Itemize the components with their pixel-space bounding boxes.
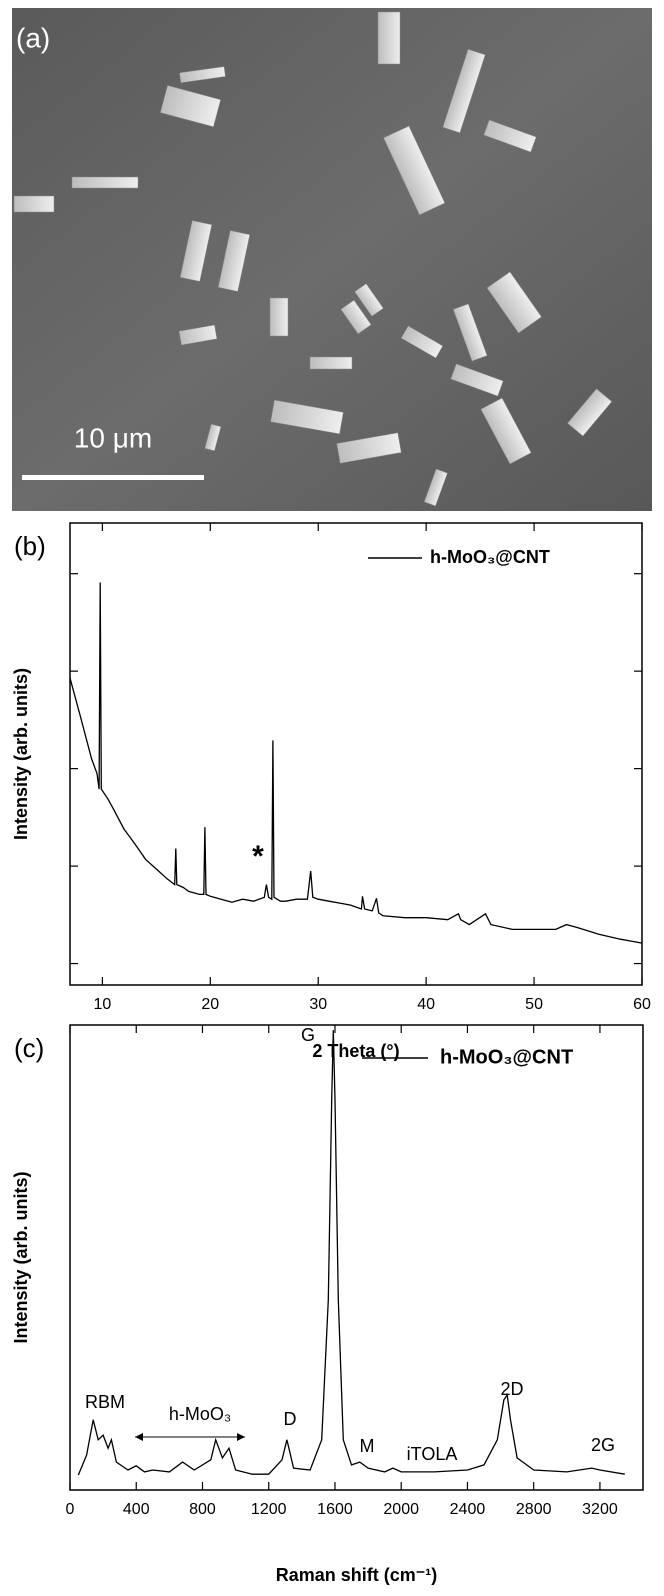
- x-tick-label: 30: [309, 996, 327, 1013]
- data-line: [69, 582, 643, 944]
- x-tick-label: 2000: [383, 1501, 419, 1518]
- x-tick-label: 2400: [450, 1501, 486, 1518]
- annotation: h-MoO₃: [169, 1404, 231, 1424]
- annotation: 2D: [500, 1379, 523, 1399]
- x-tick-label: 50: [525, 996, 543, 1013]
- panel-label: (b): [14, 531, 46, 561]
- annotation: RBM: [85, 1392, 125, 1412]
- panel-label: (a): [16, 22, 50, 53]
- data-line: [77, 1030, 625, 1476]
- annotation: *: [252, 840, 264, 873]
- y-axis-label: Intensity (arb. units): [11, 668, 31, 840]
- y-axis-label: Intensity (arb. units): [11, 1171, 31, 1343]
- x-tick-label: 3200: [582, 1501, 618, 1518]
- legend-label: h-MoO₃@CNT: [430, 547, 550, 567]
- sem-image: (a) 10 μm: [12, 8, 652, 511]
- annotation: D: [284, 1409, 297, 1429]
- x-tick-label: 0: [66, 1501, 75, 1518]
- x-tick-label: 1600: [317, 1501, 353, 1518]
- panel-label: (c): [14, 1033, 44, 1063]
- x-tick-label: 800: [189, 1501, 216, 1518]
- scale-bar-label: 10 μm: [74, 422, 152, 453]
- plot-frame: [69, 1024, 644, 1491]
- x-axis-label: Raman shift (cm⁻¹): [276, 1565, 438, 1585]
- legend-label: h-MoO₃@CNT: [440, 1046, 573, 1068]
- annotation: iTOLA: [407, 1444, 458, 1464]
- plot-frame: [69, 522, 643, 986]
- x-tick-label: 1200: [251, 1501, 287, 1518]
- annotation: M: [360, 1436, 375, 1456]
- x-tick-label: 60: [633, 996, 651, 1013]
- annotation: G: [301, 1025, 315, 1045]
- x-tick-label: 2800: [516, 1501, 552, 1518]
- annotation: 2G: [591, 1435, 615, 1455]
- x-tick-label: 400: [123, 1501, 150, 1518]
- x-tick-label: 10: [93, 996, 111, 1013]
- x-tick-label: 40: [417, 996, 435, 1013]
- x-tick-label: 20: [201, 996, 219, 1013]
